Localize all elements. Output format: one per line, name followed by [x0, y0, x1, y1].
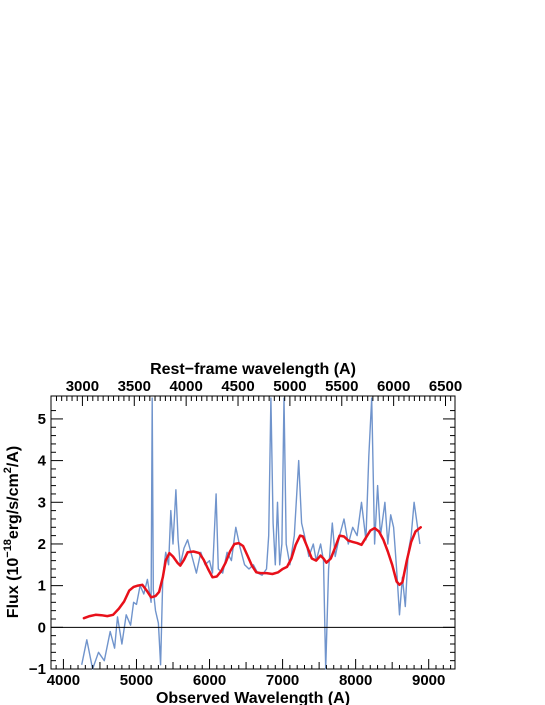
axis-tick-labels: 4000 5000 6000 7000 8000 9000 −1 0 1 2 3 4 5 3000 3500…	[29, 378, 462, 689]
top-axis-title: Rest−frame wavelength (A)	[150, 361, 356, 378]
x-tick-label: 5000	[120, 672, 153, 689]
observed-spectrum-series	[81, 397, 421, 670]
axis-ticks	[51, 396, 455, 670]
y-axis-title: Flux (10−18erg/s/cm2/A)	[2, 446, 22, 618]
top-tick-label: 4000	[169, 378, 202, 395]
x-tick-label: 6000	[193, 672, 226, 689]
top-tick-label: 6000	[377, 378, 410, 395]
top-tick-label: 3000	[66, 378, 99, 395]
top-tick-label: 5000	[273, 378, 306, 395]
y-tick-label: 5	[38, 411, 46, 428]
y-tick-label: −1	[29, 661, 46, 678]
y-tick-label: 3	[38, 494, 46, 511]
observed-spectrum-line	[81, 397, 421, 670]
x-tick-label: 8000	[339, 672, 372, 689]
model-fit-series	[82, 526, 422, 620]
x-axis-title: Observed Wavelength (A)	[156, 690, 350, 705]
top-tick-label: 3500	[118, 378, 151, 395]
x-tick-label: 9000	[412, 672, 445, 689]
x-tick-label: 7000	[266, 672, 299, 689]
x-tick-label: 4000	[47, 672, 80, 689]
top-tick-label: 5500	[325, 378, 358, 395]
y-tick-label: 0	[38, 619, 46, 636]
y-tick-label: 1	[38, 578, 46, 595]
top-tick-label: 4500	[221, 378, 254, 395]
y-tick-label: 4	[38, 453, 47, 470]
y-tick-label: 2	[38, 536, 46, 553]
model-fit-line	[82, 526, 422, 620]
top-tick-label: 6500	[429, 378, 462, 395]
